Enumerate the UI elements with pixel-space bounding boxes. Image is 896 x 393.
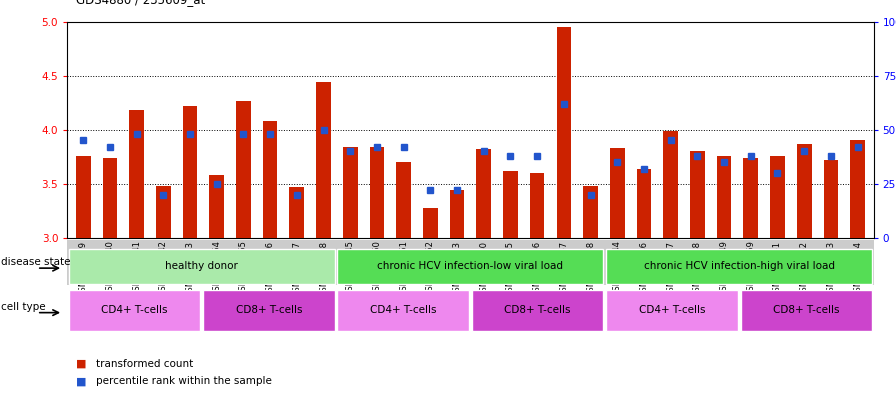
Text: CD4+ T-cells: CD4+ T-cells xyxy=(639,305,705,316)
FancyBboxPatch shape xyxy=(338,290,470,331)
Bar xyxy=(210,175,224,238)
Bar xyxy=(263,121,278,238)
FancyBboxPatch shape xyxy=(607,249,873,284)
Bar xyxy=(477,149,491,238)
Text: transformed count: transformed count xyxy=(96,358,194,369)
Text: CD8+ T-cells: CD8+ T-cells xyxy=(773,305,840,316)
Bar xyxy=(316,82,331,238)
Bar xyxy=(396,162,411,238)
Bar xyxy=(183,106,197,238)
Text: CD8+ T-cells: CD8+ T-cells xyxy=(236,305,302,316)
FancyBboxPatch shape xyxy=(68,249,335,284)
Text: CD4+ T-cells: CD4+ T-cells xyxy=(101,305,168,316)
Bar xyxy=(637,169,651,238)
Bar xyxy=(771,156,785,238)
Bar xyxy=(343,147,358,238)
Bar xyxy=(690,151,705,238)
FancyBboxPatch shape xyxy=(740,290,873,331)
Text: chronic HCV infection-high viral load: chronic HCV infection-high viral load xyxy=(643,261,835,271)
FancyBboxPatch shape xyxy=(202,290,335,331)
Bar xyxy=(76,156,90,238)
Text: CD4+ T-cells: CD4+ T-cells xyxy=(370,305,436,316)
Text: CD8+ T-cells: CD8+ T-cells xyxy=(504,305,571,316)
Text: GDS4880 / 235609_at: GDS4880 / 235609_at xyxy=(76,0,205,6)
Text: ■: ■ xyxy=(76,358,87,369)
Text: percentile rank within the sample: percentile rank within the sample xyxy=(96,376,271,386)
Bar xyxy=(369,147,384,238)
Text: ■: ■ xyxy=(76,376,87,386)
Bar xyxy=(504,171,518,238)
Bar xyxy=(717,156,731,238)
Bar xyxy=(744,158,758,238)
Bar xyxy=(156,186,170,238)
Bar xyxy=(823,160,839,238)
Text: cell type: cell type xyxy=(1,301,46,312)
Bar xyxy=(850,140,865,238)
Bar xyxy=(129,110,144,238)
FancyBboxPatch shape xyxy=(68,290,201,331)
Bar xyxy=(610,148,625,238)
Bar xyxy=(236,101,251,238)
Bar xyxy=(102,158,117,238)
Bar xyxy=(423,208,437,238)
Text: chronic HCV infection-low viral load: chronic HCV infection-low viral load xyxy=(377,261,564,271)
FancyBboxPatch shape xyxy=(338,249,604,284)
Bar xyxy=(663,131,678,238)
FancyBboxPatch shape xyxy=(471,290,604,331)
Bar xyxy=(289,187,304,238)
Bar xyxy=(583,186,598,238)
Bar xyxy=(556,27,572,238)
Bar xyxy=(450,190,464,238)
Text: healthy donor: healthy donor xyxy=(165,261,238,271)
FancyBboxPatch shape xyxy=(607,290,738,331)
Bar xyxy=(797,144,812,238)
Text: disease state: disease state xyxy=(1,257,71,267)
Bar xyxy=(530,173,545,238)
